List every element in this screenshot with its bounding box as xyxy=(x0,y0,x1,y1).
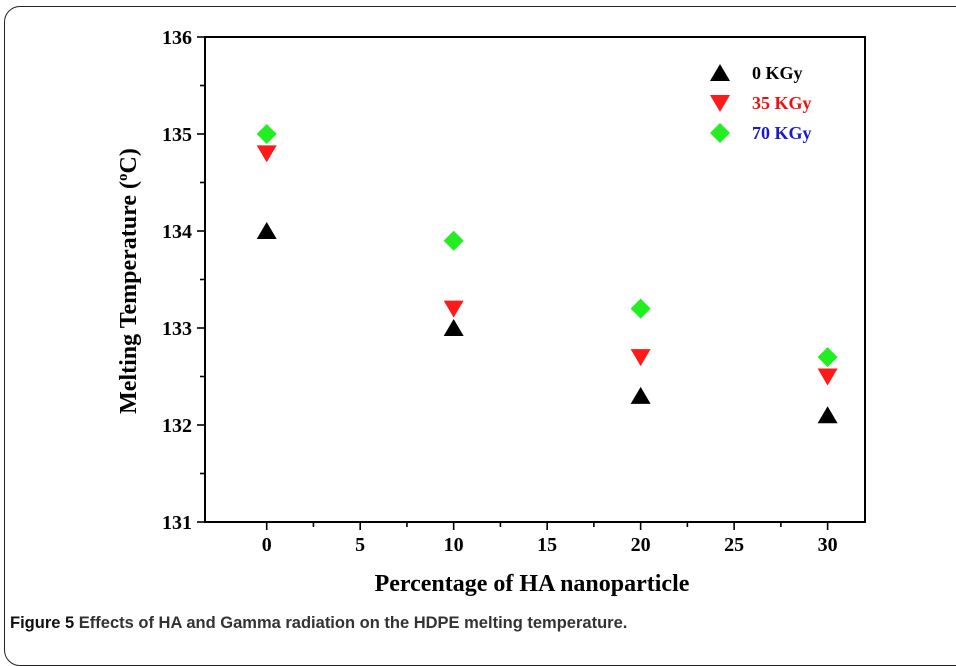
data-point-triangle-down xyxy=(630,349,651,367)
axes: 0 5 10 15 20 25 30 131 132 133 134 135 136 xyxy=(162,27,866,556)
x-tick-label: 15 xyxy=(537,534,557,556)
legend-marker-diamond xyxy=(710,123,730,143)
data-point-diamond xyxy=(630,298,651,319)
x-tick-label: 0 xyxy=(262,534,272,556)
data-point-triangle-up xyxy=(630,386,651,404)
x-tick-label: 10 xyxy=(444,534,464,556)
data-point-diamond xyxy=(443,230,464,251)
y-axis-title-end: C) xyxy=(116,148,142,173)
data-point-triangle-down xyxy=(256,145,277,163)
x-axis-title: Percentage of HA nanoparticle xyxy=(375,571,690,597)
legend-marker-triangle-down xyxy=(710,95,730,112)
melting-temperature-chart: 0 5 10 15 20 25 30 131 132 133 134 135 136 0 KGy 35 K… xyxy=(115,27,866,597)
x-tick-label: 30 xyxy=(818,534,838,556)
data-points xyxy=(256,124,838,424)
y-axis-title: Melting Temperature (oC) xyxy=(115,148,142,414)
figure-caption: Figure 5 Effects of HA and Gamma radiati… xyxy=(10,614,627,633)
caption-text: Effects of HA and Gamma radiation on the… xyxy=(78,614,628,632)
x-tick-label: 25 xyxy=(724,534,744,556)
data-point-triangle-down xyxy=(443,300,464,318)
legend-label: 70 KGy xyxy=(752,123,812,143)
y-axis-title-superscript: o xyxy=(115,173,131,181)
y-tick-label: 136 xyxy=(162,27,192,49)
legend-label: 0 KGy xyxy=(752,63,803,83)
x-tick-label: 5 xyxy=(355,534,365,556)
y-axis-title-main: Melting Temperature ( xyxy=(116,181,142,414)
legend-label: 35 KGy xyxy=(752,93,812,113)
legend: 0 KGy 35 KGy 70 KGy xyxy=(710,63,812,143)
y-tick-label: 132 xyxy=(162,415,192,437)
caption-label: Figure 5 xyxy=(10,614,75,632)
y-tick-label: 135 xyxy=(162,124,192,146)
data-point-triangle-up xyxy=(817,406,838,424)
data-point-triangle-up xyxy=(443,319,464,336)
data-point-diamond xyxy=(256,124,277,144)
x-tick-label: 20 xyxy=(631,534,651,556)
data-point-diamond xyxy=(817,347,838,368)
y-tick-label: 134 xyxy=(162,221,192,243)
data-point-triangle-up xyxy=(256,222,277,239)
y-tick-label: 131 xyxy=(162,512,192,534)
data-point-triangle-down xyxy=(817,368,838,386)
y-tick-label: 133 xyxy=(162,318,192,340)
legend-marker-triangle-up xyxy=(710,64,730,81)
